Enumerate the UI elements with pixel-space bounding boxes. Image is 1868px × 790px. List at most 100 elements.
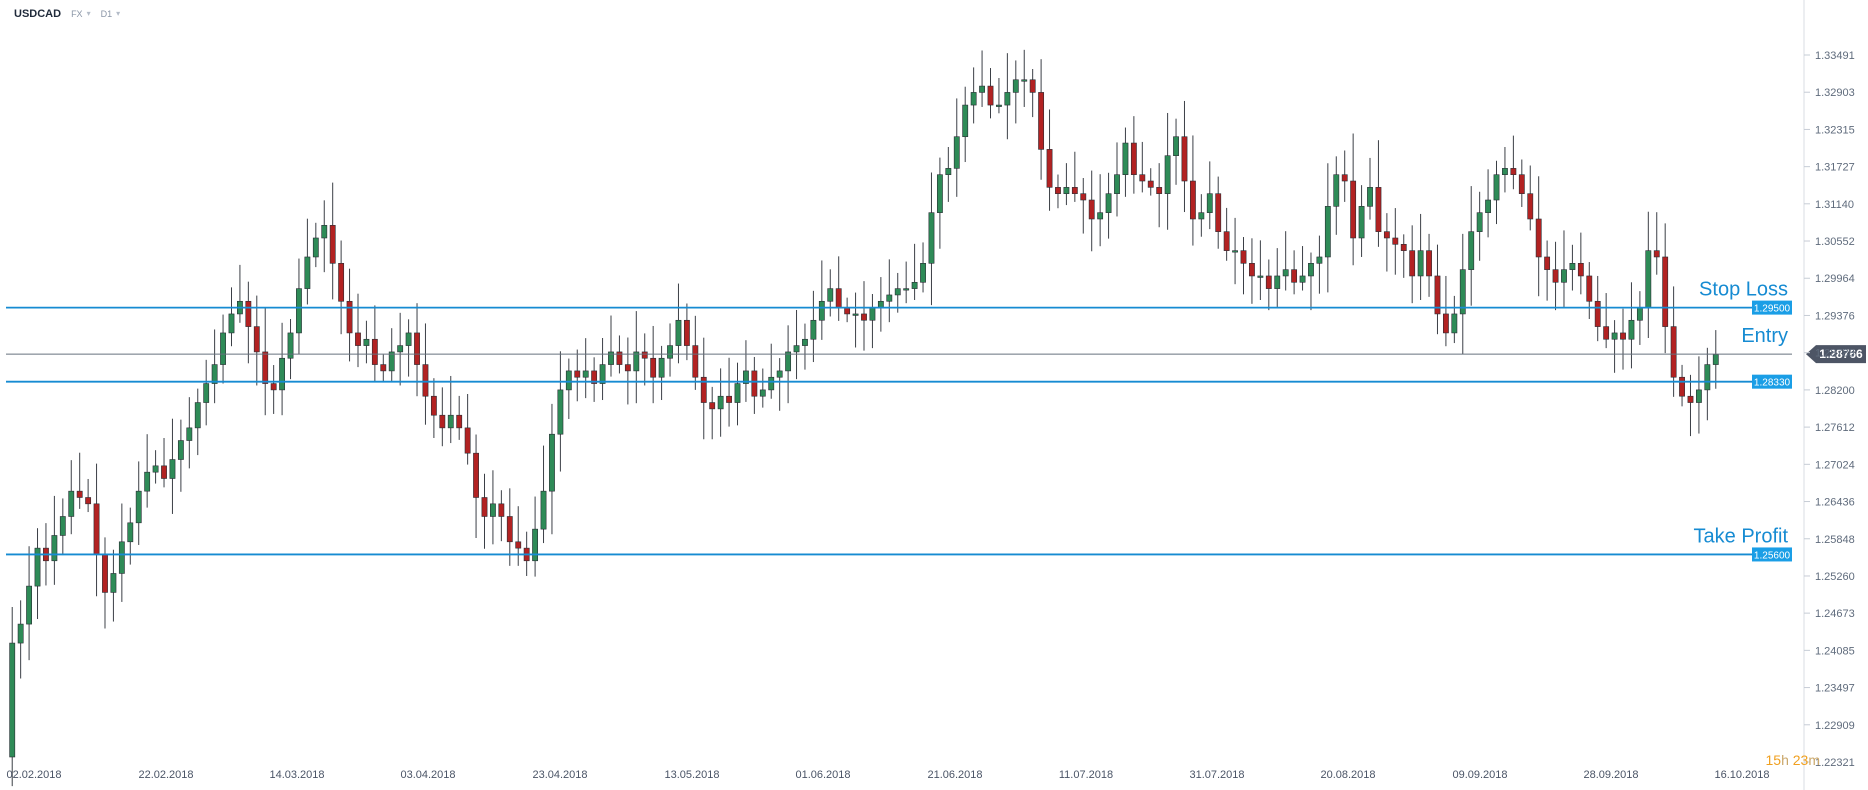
candle <box>161 437 167 488</box>
candle <box>549 403 555 535</box>
candle <box>1662 223 1669 354</box>
price-tick-label: 1.28788 <box>1815 348 1855 360</box>
price-levels: Stop Loss 1.29500 Entry 1.28766 1.28330 Take … <box>6 279 1866 562</box>
candle <box>802 323 808 370</box>
candle-body <box>1594 300 1601 327</box>
candle-body <box>776 370 783 378</box>
candle-body <box>405 332 412 346</box>
price-tick-label: 1.26436 <box>1815 497 1855 509</box>
candle <box>1198 194 1205 237</box>
candle <box>1257 240 1264 301</box>
candle-body <box>1696 389 1702 403</box>
candle <box>1282 231 1289 291</box>
level-badge-bg <box>1752 547 1792 562</box>
timeframe-selector[interactable]: D1 ▾ <box>101 9 121 19</box>
candle-body <box>430 395 437 416</box>
candle-body <box>549 433 555 492</box>
date-tick-label: 13.05.2018 <box>664 769 719 781</box>
candle <box>490 470 496 545</box>
candle-body <box>1636 307 1643 321</box>
candle <box>1670 286 1677 397</box>
candle <box>1004 53 1011 140</box>
candle <box>1527 165 1534 231</box>
candle-body <box>1493 174 1500 201</box>
candle-body <box>928 212 935 264</box>
candle <box>312 222 319 268</box>
candle-body <box>540 490 547 530</box>
candle-body <box>380 364 387 372</box>
candle <box>979 50 985 107</box>
candle <box>844 297 851 323</box>
candle <box>304 218 311 305</box>
candle-body <box>1409 250 1416 277</box>
candle-body <box>743 370 749 384</box>
candle <box>1510 135 1517 190</box>
candle-body <box>245 300 252 327</box>
candle <box>1603 293 1610 349</box>
candle-body <box>1021 79 1028 82</box>
candle-body <box>17 623 24 644</box>
candle-body <box>1392 237 1399 245</box>
candle-body <box>1544 256 1551 270</box>
candle-body <box>1282 269 1289 277</box>
candle-body <box>498 503 505 517</box>
candle <box>1653 212 1660 275</box>
level-name: Take Profit <box>1694 525 1789 547</box>
candle <box>422 323 429 425</box>
timer-minutes: 23 <box>1792 752 1809 768</box>
candle-body <box>844 307 851 315</box>
candle <box>1223 207 1230 261</box>
candle <box>835 256 842 321</box>
market-label: FX <box>71 9 83 19</box>
candle-body <box>439 414 446 429</box>
candle <box>624 337 631 405</box>
candle-body <box>346 300 353 334</box>
candle <box>1459 233 1466 355</box>
candle <box>633 311 640 404</box>
candle-body <box>1527 193 1534 220</box>
candle-body <box>953 136 960 169</box>
candle-body <box>1012 79 1019 93</box>
candle-body <box>557 389 564 435</box>
candle-body <box>287 332 294 359</box>
candle <box>1518 159 1525 207</box>
candle-body <box>1679 376 1685 397</box>
candle-body <box>1653 250 1660 258</box>
level-badge-value: 1.25600 <box>1754 550 1791 561</box>
candle <box>1502 146 1508 193</box>
price-axis[interactable]: 1.33491 1.32903 1.32315 1.31727 1.31140 1.305… <box>1804 50 1855 769</box>
candle-body <box>920 263 926 283</box>
candle <box>591 357 598 402</box>
candle <box>237 264 243 323</box>
symbol-label[interactable]: USDCAD <box>14 8 62 20</box>
candle <box>447 375 454 444</box>
candle <box>1265 259 1272 311</box>
candle-body <box>1232 250 1238 253</box>
candle <box>675 283 682 364</box>
candle-body <box>26 585 32 625</box>
candle <box>776 358 783 411</box>
market-selector[interactable]: FX ▾ <box>71 9 91 19</box>
candle-body <box>321 225 328 239</box>
candle-body <box>144 471 151 492</box>
candle <box>253 295 260 386</box>
candle <box>1232 217 1238 285</box>
candle-body <box>270 383 277 391</box>
candle <box>59 498 66 556</box>
candle-body <box>970 92 977 106</box>
candle-body <box>1586 275 1593 302</box>
level-badge-bg <box>1752 300 1792 315</box>
candle-body <box>945 168 952 175</box>
candle-body <box>1535 218 1542 258</box>
candle-body <box>532 528 539 562</box>
candle <box>894 272 901 313</box>
candle <box>1324 163 1331 293</box>
candle-body <box>574 370 581 378</box>
candle-body <box>582 370 589 378</box>
candle <box>9 606 16 787</box>
candle <box>17 600 24 679</box>
candle <box>346 268 353 362</box>
candle <box>1594 275 1601 342</box>
date-axis[interactable]: 02.02.2018 22.02.2018 14.03.2018 03.04.2018… <box>6 769 1769 781</box>
